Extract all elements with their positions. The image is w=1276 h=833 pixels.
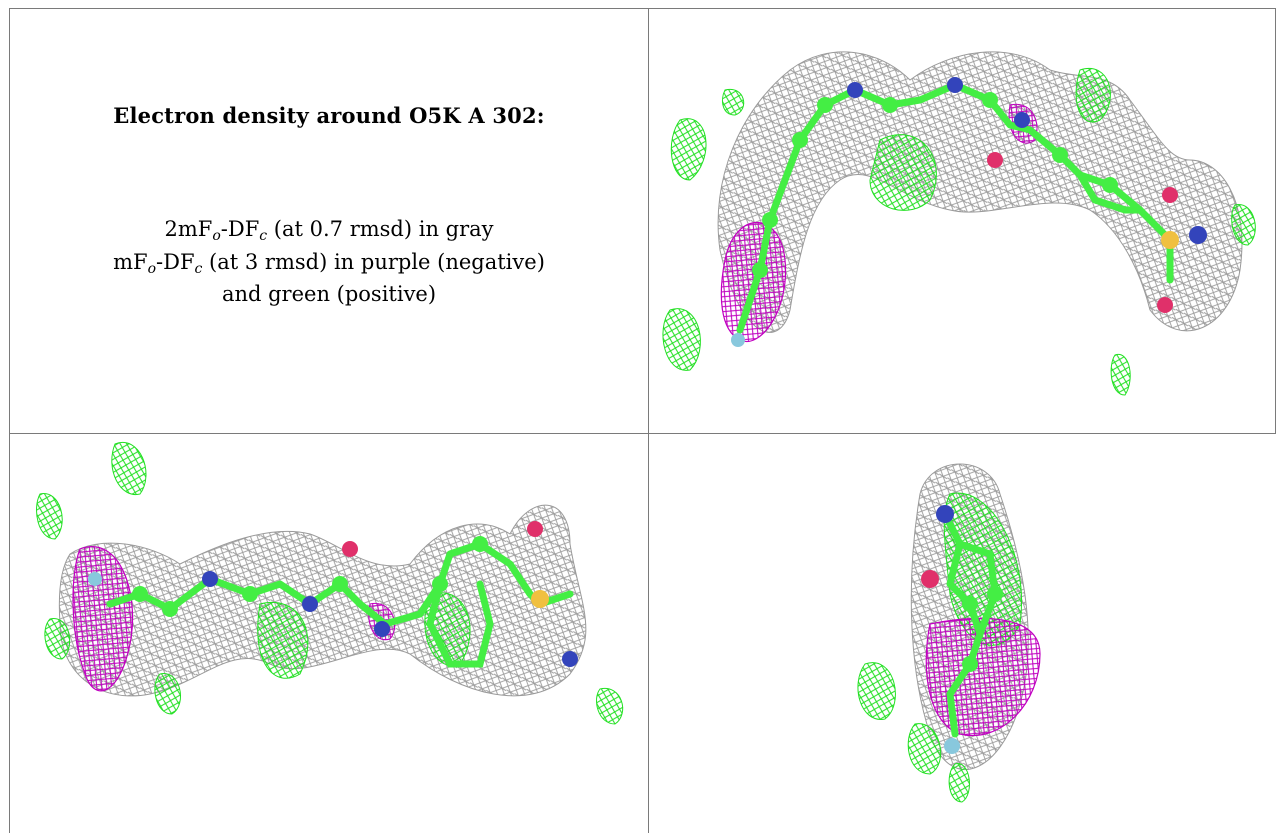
mesh-positive: [869, 134, 937, 211]
density-view-top-right: [650, 10, 1275, 432]
density-view-bottom-right: [650, 434, 1275, 833]
border-top: [9, 8, 1276, 9]
caption-cell: Electron density around O5K A 302: 2mFo-…: [10, 10, 648, 432]
caption-line-colors: and green (positive): [221, 282, 437, 306]
border-middle: [648, 8, 649, 833]
density-view-bottom-left: [10, 434, 648, 833]
caption-line-2fofc: 2mFo-DFc (at 0.7 rmsd) in gray: [164, 217, 494, 244]
border-left: [9, 8, 10, 833]
mesh-2fofc: [717, 51, 1243, 333]
caption-title: Electron density around O5K A 302:: [113, 103, 545, 128]
caption-line-fofc: mFo-DFc (at 3 rmsd) in purple (negative): [113, 250, 545, 277]
border-center: [9, 433, 1276, 434]
